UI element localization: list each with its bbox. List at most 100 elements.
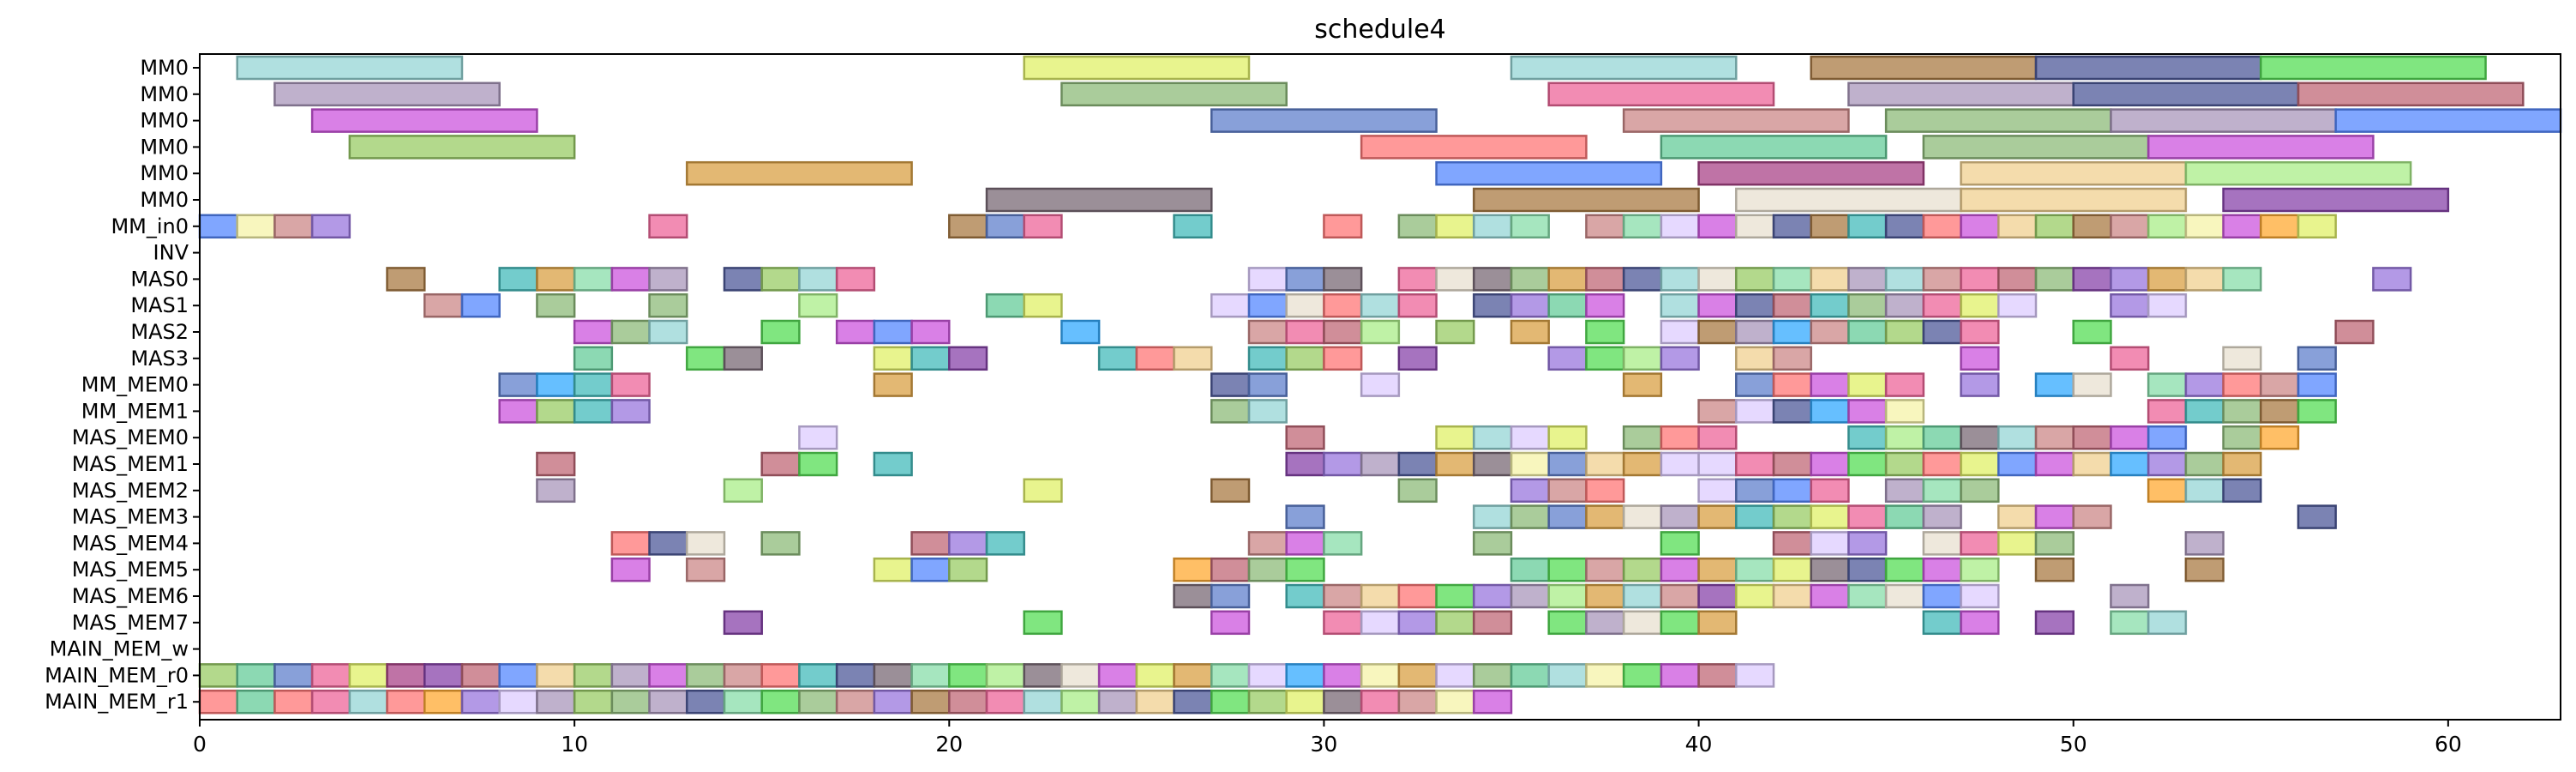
task-bar <box>2147 399 2188 424</box>
task-bar <box>1285 583 1325 609</box>
x-tick-label: 20 <box>935 732 963 757</box>
task-bar <box>198 663 238 688</box>
task-bar <box>948 689 988 715</box>
task-bar <box>1285 425 1325 450</box>
task-bar <box>760 319 801 345</box>
task-bar <box>2072 267 2112 292</box>
task-bar <box>1285 689 1325 715</box>
task-bar <box>536 663 576 688</box>
task-bar <box>1772 557 1812 582</box>
task-bar <box>1922 583 1962 609</box>
task-bar <box>1960 319 2000 345</box>
task-bar <box>2034 267 2075 292</box>
task-bar <box>910 689 951 715</box>
task-bar <box>798 689 838 715</box>
task-bar <box>910 663 951 688</box>
task-bar <box>1135 663 1175 688</box>
task-bar <box>1660 267 1700 292</box>
task-bar <box>386 689 426 715</box>
task-bar <box>1547 451 1588 477</box>
task-bar <box>2184 214 2225 239</box>
task-bar <box>1473 293 1513 318</box>
x-tick-label: 40 <box>1685 732 1713 757</box>
task-bar <box>1960 214 2000 239</box>
task-bar <box>873 319 913 345</box>
task-bar <box>798 451 838 477</box>
task-bar <box>423 663 464 688</box>
task-bar <box>2334 108 2562 133</box>
task-bar <box>573 399 614 424</box>
task-bar <box>1884 293 1925 318</box>
task-bar <box>1772 372 1812 397</box>
task-bar <box>1547 293 1588 318</box>
row-label: MAS_MEM6 <box>72 584 189 608</box>
row-label: MM0 <box>140 135 189 159</box>
chart-title: schedule4 <box>1314 15 1446 45</box>
task-bar <box>1772 531 1812 556</box>
row-label: MAS_MEM5 <box>72 558 189 582</box>
task-bar <box>1510 504 1550 529</box>
x-tick-label: 0 <box>193 732 207 757</box>
task-bar <box>2034 504 2075 529</box>
task-bar <box>1547 81 1775 107</box>
task-bar <box>573 267 614 292</box>
task-bar <box>1622 372 1663 397</box>
task-bar <box>1323 689 1363 715</box>
task-bar <box>1473 663 1513 688</box>
task-bar <box>1435 451 1475 477</box>
task-bar <box>1585 319 1625 345</box>
task-bar <box>686 663 726 688</box>
task-bar <box>236 214 276 239</box>
task-bar <box>2222 372 2262 397</box>
task-bar <box>460 689 501 715</box>
task-bar <box>1847 319 1888 345</box>
task-bar <box>648 293 688 318</box>
task-bar <box>1323 610 1363 636</box>
task-bar <box>1360 610 1401 636</box>
task-bar <box>1323 346 1363 371</box>
task-bar <box>2222 214 2262 239</box>
row-label: MM0 <box>140 109 189 133</box>
task-bar <box>1247 372 1288 397</box>
task-bar <box>1735 187 1962 213</box>
task-bar <box>1097 346 1138 371</box>
task-bar <box>1810 55 2038 81</box>
task-bar <box>610 663 651 688</box>
task-bar <box>573 689 614 715</box>
task-bar <box>723 478 763 504</box>
task-bar <box>1772 214 1812 239</box>
row-label: MM0 <box>140 161 189 185</box>
task-bar <box>2110 293 2150 318</box>
task-bar <box>1210 583 1251 609</box>
task-bar <box>1810 214 1850 239</box>
task-bar <box>2147 267 2188 292</box>
task-bar <box>423 293 464 318</box>
task-bar <box>1847 531 1888 556</box>
task-bar <box>1772 504 1812 529</box>
task-bar <box>910 319 951 345</box>
task-bar <box>1772 267 1812 292</box>
task-bar <box>835 689 876 715</box>
task-bar <box>1735 451 1775 477</box>
row-label: MAIN_MEM_w <box>50 637 189 661</box>
task-bar <box>1210 108 1438 133</box>
task-bar <box>536 451 576 477</box>
task-bar <box>1697 583 1738 609</box>
task-bar <box>1510 478 1550 504</box>
task-bar <box>1397 583 1438 609</box>
task-bar <box>985 293 1025 318</box>
task-bar <box>1847 451 1888 477</box>
task-bar <box>985 689 1025 715</box>
task-bar <box>1622 214 1663 239</box>
task-bar <box>1697 504 1738 529</box>
task-bar <box>1622 583 1663 609</box>
task-bar <box>1473 689 1513 715</box>
task-bar <box>1510 214 1550 239</box>
task-bar <box>2184 160 2412 186</box>
task-bar <box>1435 267 1475 292</box>
task-bar <box>1323 451 1363 477</box>
task-bar <box>1435 160 1663 186</box>
task-bar <box>1585 451 1625 477</box>
task-bar <box>1360 689 1401 715</box>
